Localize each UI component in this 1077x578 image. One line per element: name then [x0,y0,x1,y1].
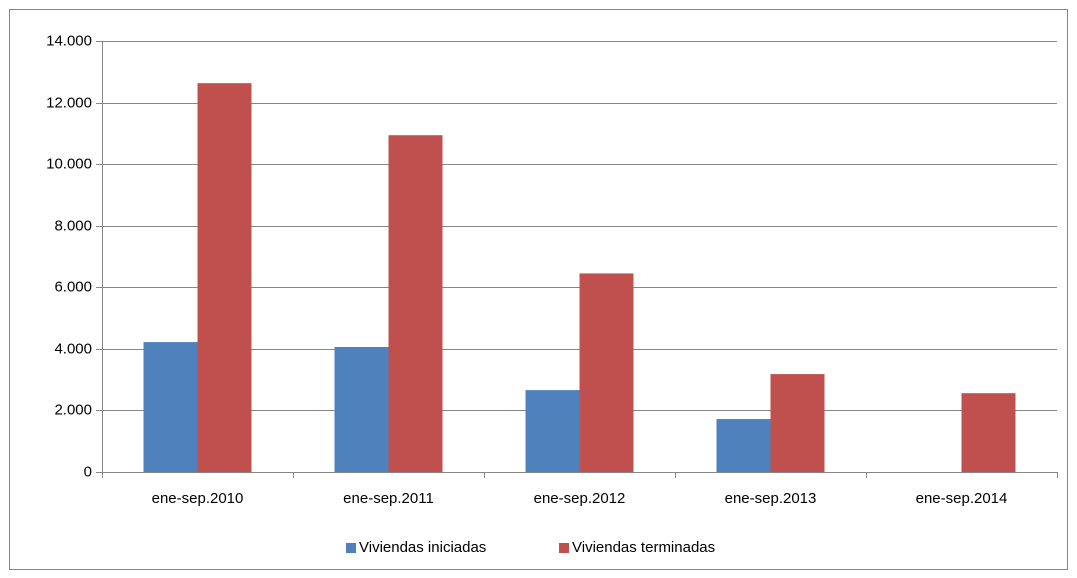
legend-swatch [346,543,356,553]
bar [197,83,252,473]
bar [770,374,825,472]
chart-border [9,9,1068,570]
bar [525,390,580,472]
y-tick-label: 8.000 [54,217,92,234]
x-tick-label: ene-sep.2010 [152,490,244,507]
bar [716,419,771,472]
x-tick-label: ene-sep.2013 [725,490,817,507]
bar [388,135,443,472]
bar [961,393,1016,472]
legend-label: Viviendas terminadas [572,539,715,556]
y-tick-label: 14.000 [46,32,92,49]
x-tick-label: ene-sep.2014 [916,490,1008,507]
y-tick-label: 10.000 [46,155,92,172]
y-tick-label: 12.000 [46,94,92,111]
y-tick-label: 0 [84,463,92,480]
x-tick-label: ene-sep.2012 [534,490,626,507]
legend-swatch [559,543,569,553]
bar [143,342,198,472]
y-tick-label: 2.000 [54,401,92,418]
x-tick-label: ene-sep.2011 [343,490,434,507]
bar [334,347,389,472]
legend-label: Viviendas iniciadas [359,539,486,556]
y-tick-label: 6.000 [54,278,92,295]
y-tick-label: 4.000 [54,340,92,357]
bar [579,273,634,472]
